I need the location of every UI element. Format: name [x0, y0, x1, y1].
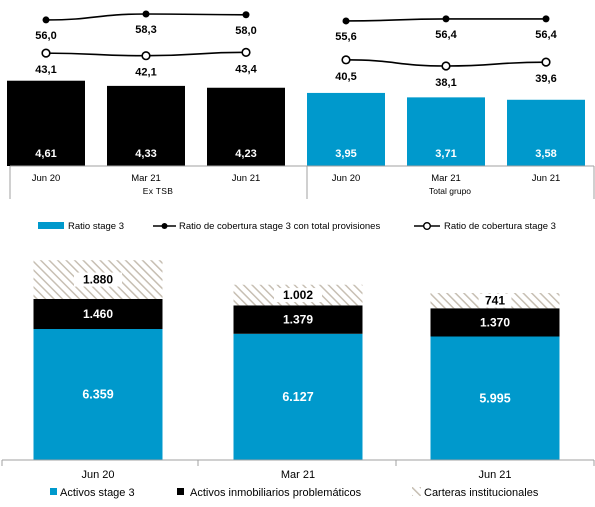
legend-marker-hollow [423, 221, 432, 230]
ratio-group-label: Total grupo [429, 186, 471, 196]
label-backdrop [478, 293, 512, 308]
coverage-total-label: 58,0 [235, 25, 256, 37]
coverage-total-point [542, 15, 550, 23]
legend-swatch-bar [38, 222, 64, 229]
stacked-value-label: 1.880 [83, 273, 113, 287]
ratio-bar-label: 3,58 [535, 148, 556, 160]
coverage-point [541, 57, 551, 67]
coverage-total-label: 56,4 [435, 29, 457, 41]
ratio-x-tick-label: Jun 20 [32, 173, 61, 184]
stacked-value-label: 1.370 [480, 315, 510, 329]
coverage-label: 38,1 [435, 77, 456, 89]
legend-swatch-inmobiliarios [177, 488, 184, 495]
coverage-label: 43,4 [235, 63, 257, 75]
coverage-label: 40,5 [335, 71, 356, 83]
ratio-bar [507, 99, 585, 166]
coverage-total-label: 56,0 [35, 30, 56, 42]
coverage-total-point [42, 16, 50, 24]
stacked-segment [233, 333, 363, 460]
stacked-value-label: 1.002 [283, 288, 313, 302]
stacked-assets-legend: Activos stage 3 Activos inmobiliarios pro… [50, 487, 539, 499]
stacked-assets-chart: 6.359 1.460 1.880 6.127 1.379 1.002 5.995 1.370… [1, 260, 595, 481]
label-backdrop [74, 272, 122, 287]
legend-label: Ratio de cobertura stage 3 con total pro… [179, 221, 380, 232]
ratio-bar [307, 92, 385, 166]
ratio-bar-label: 4,23 [235, 148, 256, 160]
legend-label: Ratio stage 3 [68, 221, 124, 232]
coverage-point [241, 47, 251, 57]
coverage-total-point [142, 10, 150, 18]
ratio-chart-legend: Ratio stage 3 Ratio de cobertura stage 3 … [38, 221, 556, 232]
coverage-total-point [342, 17, 350, 25]
ratio-bar-label: 3,71 [435, 148, 456, 160]
coverage-total-label: 56,4 [535, 29, 557, 41]
stacked-value-label: 741 [485, 294, 505, 308]
coverage-total-label: 55,6 [335, 31, 356, 43]
stacked-x-tick-label: Jun 21 [478, 469, 511, 481]
stacked-value-label: 1.460 [83, 307, 113, 321]
legend-label: Carteras institucionales [424, 487, 539, 499]
legend-marker-filled [161, 223, 168, 229]
coverage-total-point [442, 15, 450, 23]
coverage-point [441, 61, 451, 71]
ratio-bar [207, 87, 285, 166]
stacked-segment [430, 308, 560, 337]
label-backdrop [274, 288, 322, 303]
stacked-segment [233, 305, 363, 334]
stacked-x-tick-label: Mar 21 [281, 469, 315, 481]
coverage-label: 42,1 [135, 67, 156, 79]
legend-swatch-stage3 [50, 488, 57, 495]
ratio-bar [107, 85, 185, 166]
ratio-x-tick-label: Jun 21 [532, 173, 561, 184]
coverage-label: 39,6 [535, 73, 556, 85]
legend-label: Activos stage 3 [60, 487, 135, 499]
ratio-x-tick-label: Mar 21 [431, 173, 461, 184]
ratio-bar-label: 3,95 [335, 148, 356, 160]
ratio-chart: 4,61 4,33 4,23 3,95 3,71 3,58 56,0 43,1 58,3 42,1… [7, 10, 595, 199]
stacked-segment [33, 298, 163, 330]
coverage-total-label: 58,3 [135, 24, 156, 36]
coverage-total-point [242, 11, 250, 19]
ratio-x-tick-label: Jun 21 [232, 173, 261, 184]
stacked-value-label: 6.359 [82, 388, 113, 402]
legend-label: Ratio de cobertura stage 3 [444, 221, 556, 232]
ratio-x-tick-label: Mar 21 [131, 173, 161, 184]
legend-swatch-carteras [412, 487, 421, 496]
stacked-x-tick-label: Jun 20 [81, 469, 114, 481]
ratio-bar [7, 80, 85, 166]
coverage-point [41, 48, 51, 58]
stacked-segment [430, 336, 560, 460]
coverage-point [141, 51, 151, 61]
ratio-group-label: Ex TSB [143, 186, 173, 196]
stacked-segment [33, 329, 163, 460]
stacked-value-label: 1.379 [283, 313, 313, 327]
ratio-bar-label: 4,33 [135, 148, 156, 160]
ratio-x-tick-label: Jun 20 [332, 173, 361, 184]
stacked-value-label: 5.995 [479, 391, 510, 405]
coverage-point [341, 55, 351, 65]
legend-label: Activos inmobiliarios problemáticos [190, 487, 362, 499]
coverage-label: 43,1 [35, 64, 56, 76]
ratio-bar [407, 97, 485, 166]
stacked-value-label: 6.127 [282, 390, 313, 404]
ratio-bar-label: 4,61 [35, 148, 56, 160]
